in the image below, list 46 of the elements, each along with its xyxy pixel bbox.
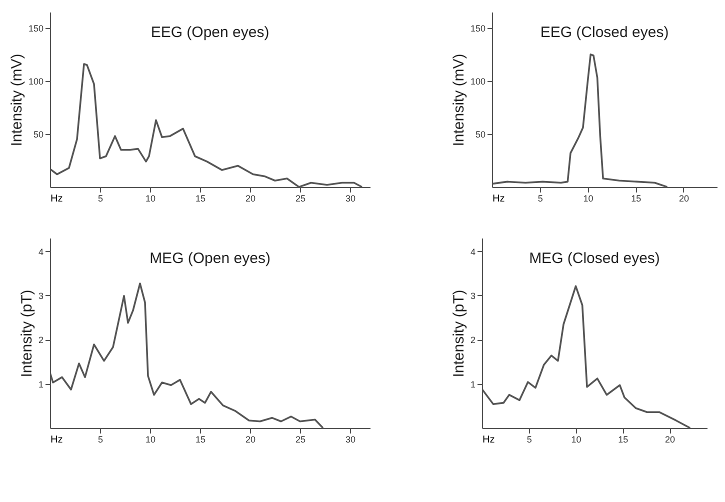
x-tick-label: 20 (678, 194, 689, 204)
x-tick-label: 20 (664, 434, 676, 444)
x-tick-label: 10 (145, 434, 156, 444)
x-tick-label: 5 (538, 194, 543, 204)
x-tick-label: 20 (245, 434, 256, 444)
y-tick-label: 150 (28, 23, 44, 34)
x-tick-label: 15 (618, 434, 628, 444)
x-tick-label: 5 (98, 194, 104, 204)
x-axis-title: Hz (492, 194, 505, 204)
x-tick-label: 25 (295, 434, 306, 444)
y-tick-label: 2 (470, 335, 476, 346)
x-axis-title: Hz (50, 434, 63, 446)
text: MEG (Closed eyes) (529, 250, 660, 267)
text: MEG (Open eyes) (150, 250, 270, 267)
y-tick-label: 50 (475, 129, 486, 140)
x-tick-label: 10 (571, 434, 582, 444)
y-axis-title: Intensity (mV) (450, 54, 468, 146)
y-tick-label: 1 (470, 379, 476, 390)
x-tick-label: 15 (631, 194, 642, 204)
x-tick-label: 15 (195, 434, 206, 444)
x-axis-title: Hz (50, 194, 63, 204)
x-tick-label: 10 (145, 194, 156, 204)
y-tick-label: 100 (28, 76, 44, 86)
x-tick-label: 30 (345, 194, 356, 204)
y-tick-label: 1 (38, 379, 44, 390)
x-tick-label: 5 (526, 434, 532, 444)
x-tick-label: 25 (295, 194, 306, 204)
x-tick-label: 20 (245, 194, 256, 204)
y-tick-label: 150 (470, 23, 486, 34)
y-axis-title: Intensity (mV) (8, 54, 26, 146)
y-tick-label: 3 (38, 290, 44, 301)
y-tick-label: 50 (33, 129, 44, 140)
x-tick-label: 15 (195, 194, 206, 204)
y-axis-title: Intensity (pT) (450, 290, 468, 378)
x-axis-title: Hz (482, 434, 495, 446)
x-tick-label: 10 (583, 194, 594, 204)
x-tick-label: 30 (345, 434, 356, 444)
x-tick-label: 5 (98, 434, 104, 444)
y-tick-label: 2 (38, 335, 44, 346)
y-tick-label: 4 (470, 246, 476, 257)
text: EEG (Open eyes) (150, 24, 270, 41)
y-tick-label: 4 (38, 246, 44, 257)
text: EEG (Closed eyes) (540, 24, 669, 41)
y-tick-label: 100 (470, 76, 486, 86)
y-tick-label: 3 (470, 290, 476, 301)
y-axis-title: Intensity (pT) (18, 290, 36, 378)
